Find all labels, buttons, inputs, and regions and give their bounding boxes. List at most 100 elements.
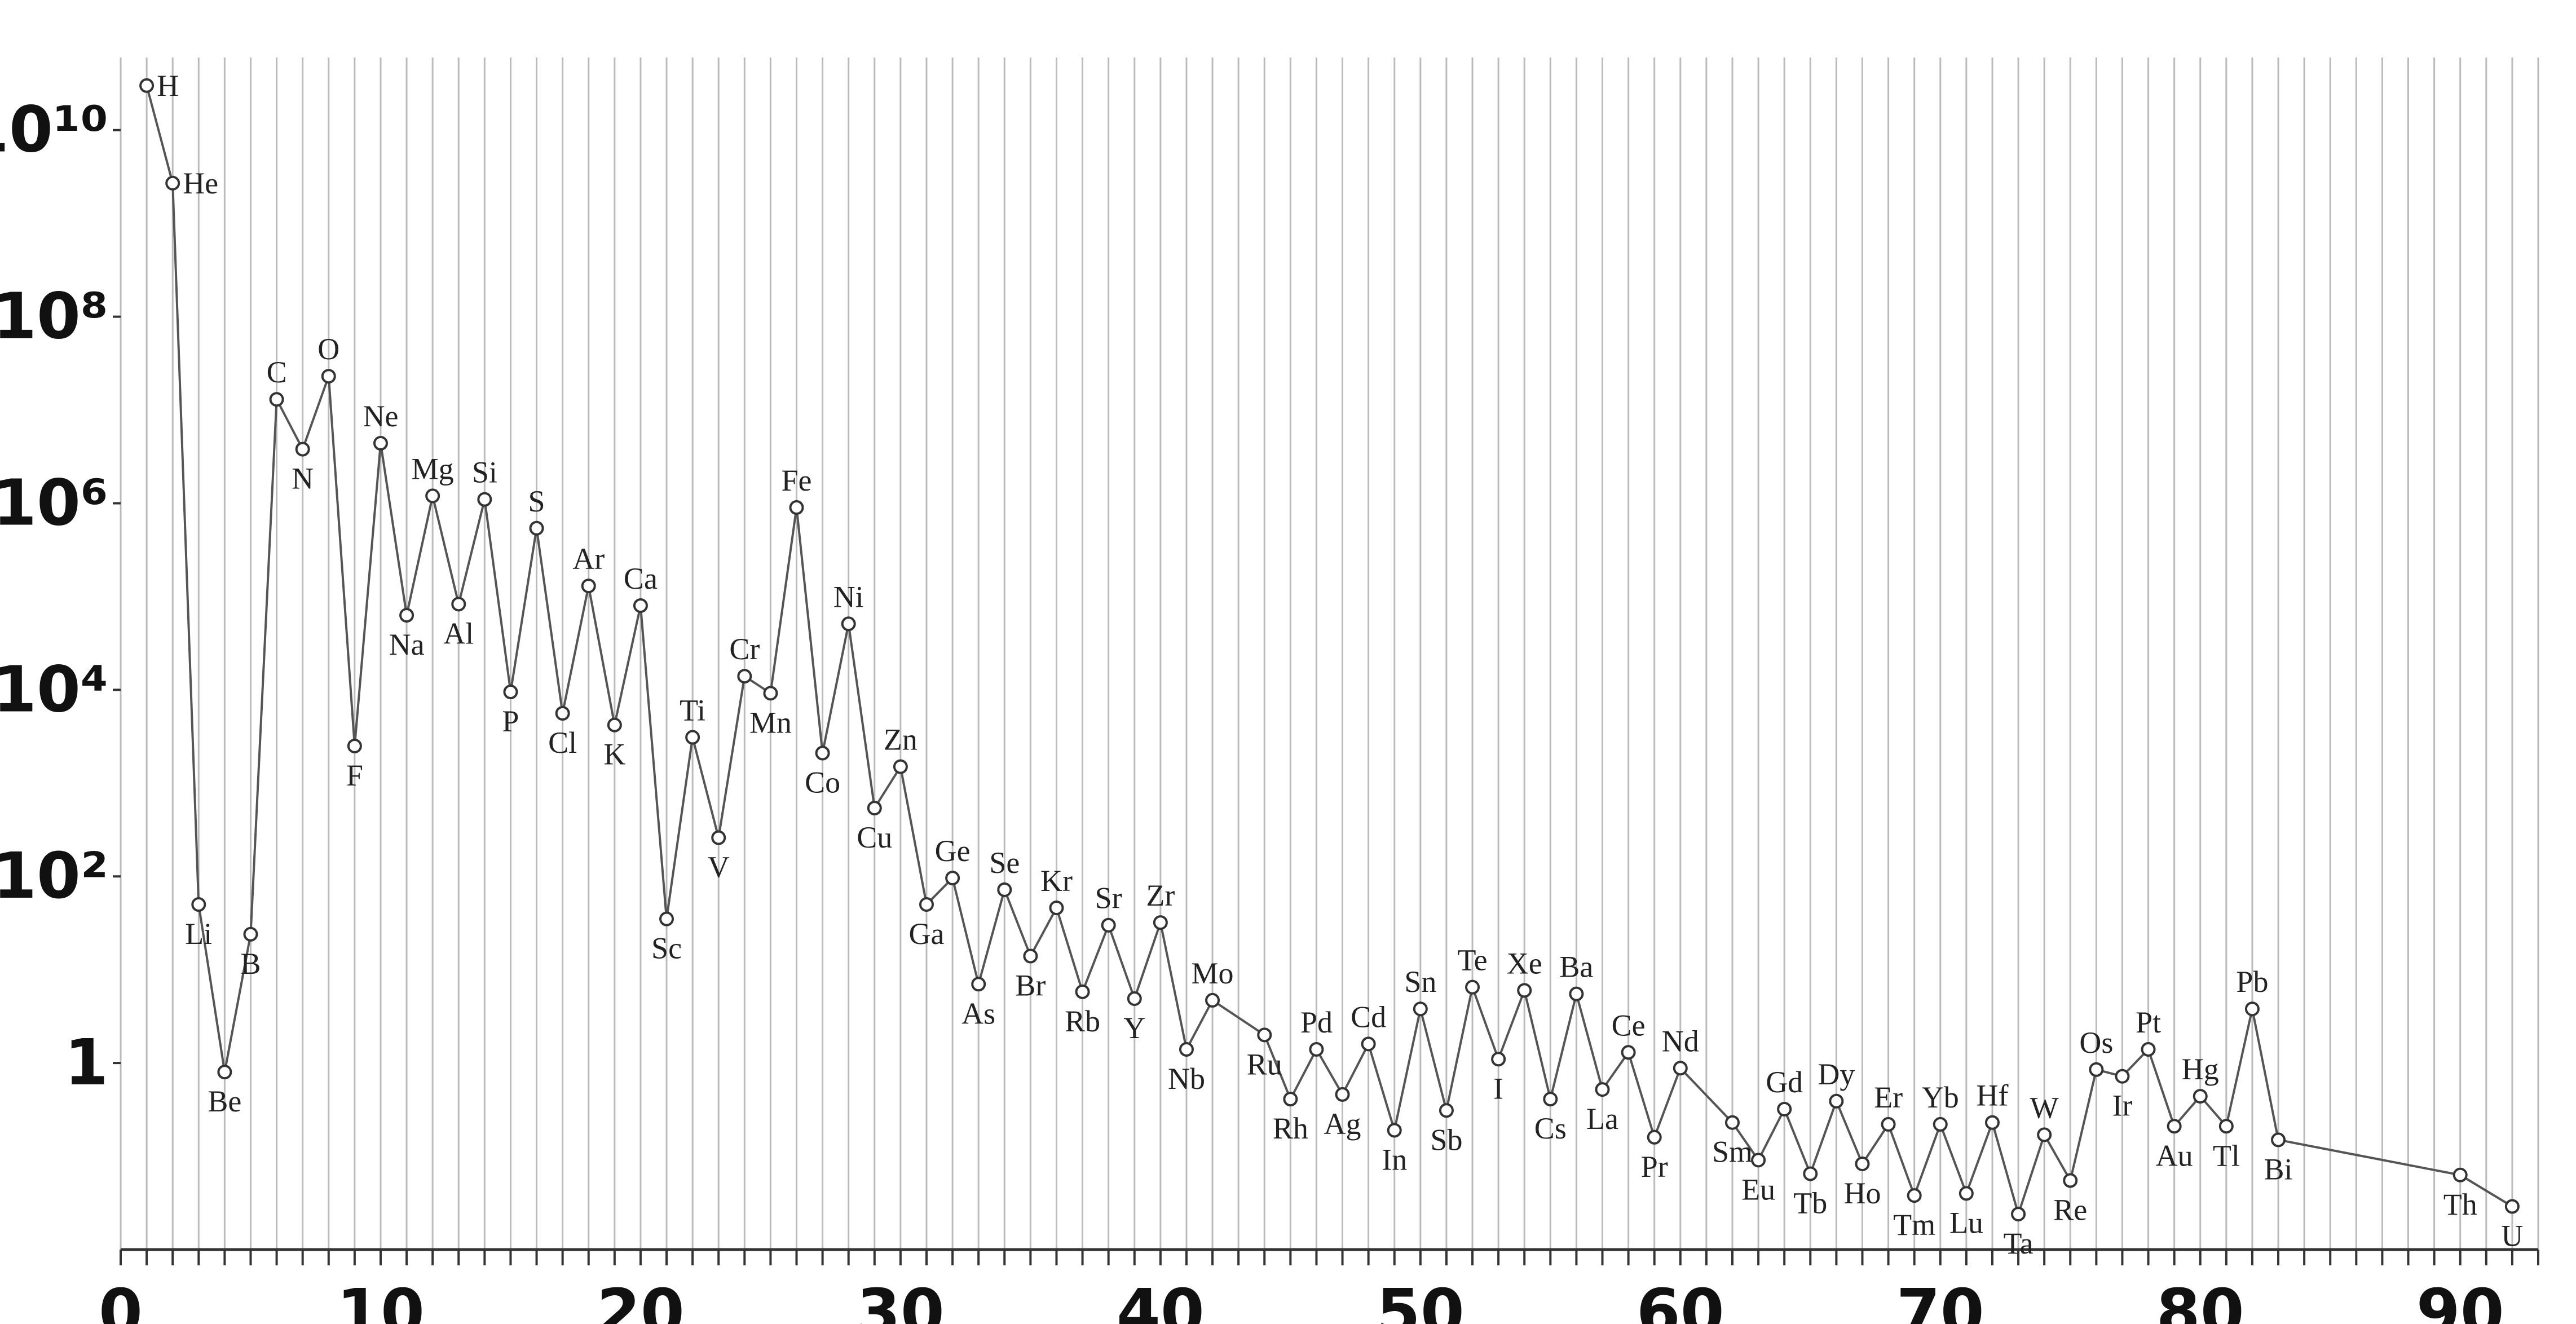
point-label: Xe bbox=[1507, 946, 1542, 980]
data-point bbox=[659, 911, 674, 926]
y-tick-label: 10² bbox=[0, 840, 108, 913]
point-label: Ne bbox=[363, 399, 398, 433]
point-label: In bbox=[1382, 1142, 1407, 1176]
data-point bbox=[1335, 1087, 1350, 1102]
data-point bbox=[1049, 901, 1064, 916]
y-tick-label: 10⁶ bbox=[0, 466, 108, 540]
point-label: I bbox=[1493, 1071, 1503, 1105]
point-label: Ir bbox=[2112, 1089, 2132, 1123]
data-point bbox=[1283, 1092, 1298, 1107]
data-point bbox=[815, 745, 830, 761]
data-point bbox=[2244, 1001, 2260, 1017]
point-label: Re bbox=[2053, 1193, 2087, 1227]
data-point bbox=[165, 175, 180, 191]
data-point bbox=[1569, 986, 1584, 1001]
data-point bbox=[1361, 1036, 1376, 1052]
point-label: Pb bbox=[2236, 965, 2268, 999]
point-label: Th bbox=[2443, 1188, 2477, 1221]
y-tick-label: 10¹⁰ bbox=[0, 94, 108, 167]
data-point bbox=[711, 830, 726, 845]
data-point bbox=[1933, 1116, 1948, 1132]
data-point bbox=[971, 977, 986, 992]
point-label: Pt bbox=[2136, 1005, 2161, 1039]
data-point bbox=[503, 685, 518, 700]
point-label: Li bbox=[185, 917, 212, 951]
point-label: S bbox=[528, 484, 545, 518]
data-point bbox=[2141, 1041, 2156, 1057]
point-label: Lu bbox=[1949, 1206, 1983, 1239]
data-point bbox=[1517, 983, 1532, 998]
data-point bbox=[1127, 991, 1142, 1006]
data-point bbox=[737, 669, 752, 684]
point-label: As bbox=[961, 996, 995, 1030]
point-label: Cs bbox=[1534, 1111, 1567, 1145]
data-point bbox=[1673, 1061, 1688, 1076]
data-point bbox=[1881, 1116, 1896, 1132]
data-point bbox=[2115, 1069, 2130, 1084]
y-tick-label: 10⁸ bbox=[0, 280, 108, 354]
data-point bbox=[1153, 915, 1168, 930]
data-point bbox=[1829, 1093, 1844, 1109]
data-point bbox=[1803, 1166, 1818, 1181]
point-label: Al bbox=[443, 616, 474, 650]
data-point bbox=[1413, 1001, 1428, 1017]
point-label: Yb bbox=[1922, 1080, 1959, 1114]
x-tick-label: 40 bbox=[1117, 1276, 1205, 1324]
point-label: Rh bbox=[1273, 1111, 1308, 1145]
point-label: Bi bbox=[2264, 1152, 2293, 1186]
data-point bbox=[2167, 1119, 2182, 1134]
data-point bbox=[763, 686, 778, 701]
point-label: Ti bbox=[680, 694, 705, 727]
point-label: P bbox=[502, 704, 519, 738]
point-label: Ta bbox=[2003, 1226, 2033, 1260]
point-label: Mo bbox=[1192, 956, 1234, 990]
data-point bbox=[1439, 1103, 1454, 1118]
point-label: F bbox=[346, 758, 363, 792]
point-label: Ca bbox=[624, 562, 658, 595]
point-label: Sm bbox=[1712, 1135, 1753, 1169]
point-label: Cr bbox=[729, 632, 760, 666]
point-label: Zr bbox=[1146, 879, 1175, 912]
point-label: Sb bbox=[1430, 1123, 1462, 1157]
point-label: K bbox=[603, 738, 625, 771]
data-point bbox=[1257, 1027, 1272, 1043]
point-label: Ho bbox=[1843, 1176, 1881, 1210]
data-point bbox=[1984, 1115, 2000, 1130]
data-point bbox=[2089, 1062, 2104, 1077]
point-label: Hf bbox=[1976, 1079, 2008, 1113]
point-label: Ba bbox=[1559, 950, 1593, 984]
point-label: Ce bbox=[1612, 1008, 1646, 1042]
point-label: O bbox=[317, 332, 339, 366]
data-point bbox=[1179, 1041, 1194, 1057]
data-point bbox=[2453, 1167, 2468, 1182]
point-label: Na bbox=[389, 628, 425, 661]
data-point bbox=[2193, 1089, 2208, 1104]
x-tick-label: 30 bbox=[857, 1276, 945, 1324]
point-label: Sc bbox=[651, 932, 682, 965]
point-label: Tb bbox=[1793, 1186, 1827, 1220]
point-label: Er bbox=[1874, 1080, 1903, 1114]
data-point bbox=[2218, 1119, 2234, 1134]
x-tick-label: 0 bbox=[99, 1276, 143, 1324]
data-point bbox=[581, 579, 596, 594]
data-point bbox=[2037, 1127, 2052, 1142]
point-label: Ge bbox=[935, 834, 971, 868]
data-point bbox=[1387, 1123, 1402, 1138]
data-point bbox=[243, 926, 258, 942]
point-label: Sr bbox=[1095, 881, 1122, 915]
data-point bbox=[139, 78, 155, 93]
data-point bbox=[1855, 1156, 1870, 1171]
data-point bbox=[867, 801, 882, 816]
point-label: Dy bbox=[1818, 1057, 1855, 1091]
data-point bbox=[425, 488, 440, 504]
data-point bbox=[1751, 1153, 1766, 1168]
point-label: C bbox=[267, 355, 287, 389]
point-label: Tm bbox=[1893, 1208, 1935, 1242]
data-point bbox=[1075, 984, 1090, 999]
point-label: Pr bbox=[1641, 1150, 1668, 1184]
point-label: Br bbox=[1015, 969, 1046, 1003]
x-tick-label: 60 bbox=[1637, 1276, 1724, 1324]
point-label: Au bbox=[2156, 1138, 2193, 1172]
point-label: Tl bbox=[2213, 1138, 2240, 1172]
